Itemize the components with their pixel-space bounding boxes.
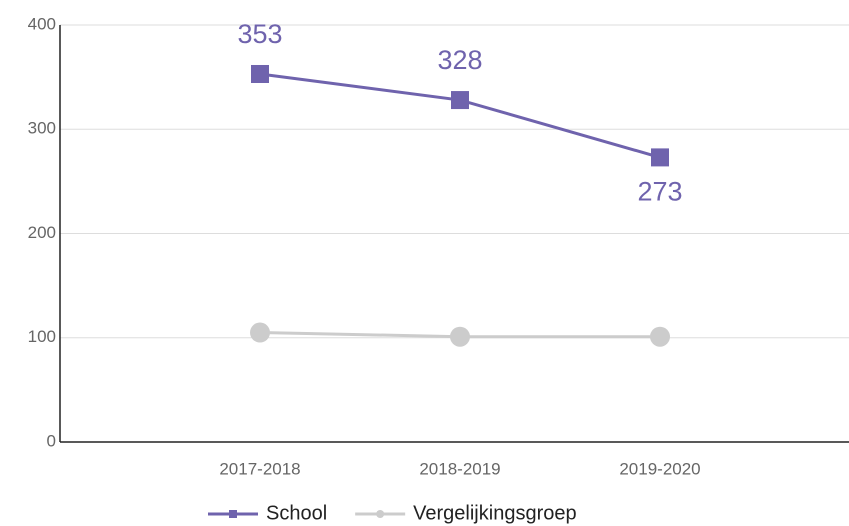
x-tick-label: 2018-2019: [419, 459, 500, 478]
data-point: [450, 326, 470, 347]
data-point: [451, 91, 469, 110]
x-tick-label: 2019-2020: [619, 459, 700, 478]
data-label: 353: [237, 19, 282, 49]
legend-marker: [229, 510, 237, 518]
legend-label: Vergelijkingsgroep: [413, 502, 576, 524]
legend-label: School: [266, 502, 327, 524]
data-label: 328: [437, 45, 482, 75]
y-tick-label: 0: [47, 431, 56, 450]
y-tick-label: 300: [28, 119, 56, 138]
data-label: 273: [637, 177, 682, 207]
data-point: [250, 322, 270, 343]
data-point: [251, 64, 269, 83]
y-tick-label: 100: [28, 327, 56, 346]
legend-marker: [376, 510, 385, 518]
y-tick-label: 400: [28, 14, 56, 33]
data-point: [651, 148, 669, 167]
series-line: [259, 72, 661, 159]
x-tick-label: 2017-2018: [219, 459, 300, 478]
y-tick-label: 200: [28, 223, 56, 242]
data-point: [650, 326, 670, 347]
